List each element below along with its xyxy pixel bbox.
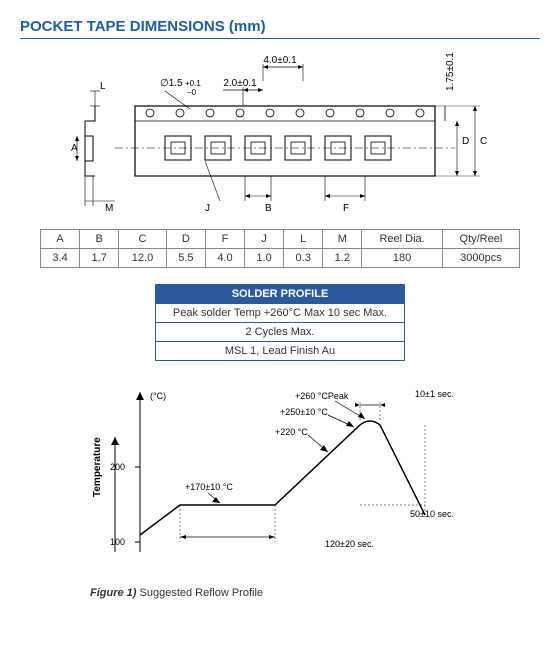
- y-unit: (°C): [150, 391, 166, 401]
- cell: 4.0: [205, 249, 244, 268]
- col-header: A: [41, 230, 80, 249]
- hole-dia-label: ∅1.5: [160, 78, 183, 89]
- reflow-chart: Temperature (°C) 100 200 +260 °CPeak +25…: [20, 377, 540, 577]
- label-L: L: [100, 81, 106, 92]
- t220-label: +220 °C: [275, 427, 308, 437]
- caption-text: Suggested Reflow Profile: [136, 587, 263, 599]
- solder-row: MSL 1, Lead Finish Au: [156, 342, 405, 361]
- col-header: M: [323, 230, 362, 249]
- cell: 180: [362, 249, 443, 268]
- side-profile: [85, 106, 95, 176]
- cell: 1.7: [80, 249, 119, 268]
- solder-header: SOLDER PROFILE: [156, 285, 405, 304]
- tape-diagram: 4.0±0.1 2.0±0.1 ∅1.5 +0.1 −0 1.75±0.1: [20, 51, 540, 221]
- y-tick: 100: [110, 537, 125, 547]
- col-header: J: [245, 230, 284, 249]
- cool-time-label: 50±10 sec.: [410, 509, 454, 519]
- t170-label: +170±10 °C: [185, 482, 233, 492]
- figure-caption: Figure 1) Suggested Reflow Profile: [90, 587, 540, 599]
- label-F: F: [343, 203, 349, 214]
- cell: 1.0: [245, 249, 284, 268]
- peak-label: +260 °CPeak: [295, 391, 349, 401]
- svg-text:−0: −0: [187, 88, 197, 97]
- label-B: B: [265, 203, 272, 214]
- cell: 3.4: [41, 249, 80, 268]
- col-header: D: [166, 230, 205, 249]
- peak-time-label: 10±1 sec.: [415, 389, 454, 399]
- pitch2-label: 2.0±0.1: [223, 78, 257, 89]
- col-header: Qty/Reel: [442, 230, 519, 249]
- solder-row: 2 Cycles Max.: [156, 323, 405, 342]
- col-header: L: [284, 230, 323, 249]
- reflow-profile-line: [140, 421, 425, 535]
- svg-text:+0.1: +0.1: [185, 79, 201, 88]
- col-header: Reel Dia.: [362, 230, 443, 249]
- soak-time-label: 120±20 sec.: [325, 539, 374, 549]
- table-header-row: A B C D F J L M Reel Dia. Qty/Reel: [41, 230, 520, 249]
- label-J: J: [205, 203, 210, 214]
- side-label: 1.75±0.1: [445, 52, 456, 91]
- table-data-row: 3.4 1.7 12.0 5.5 4.0 1.0 0.3 1.2 180 300…: [41, 249, 520, 268]
- cell: 5.5: [166, 249, 205, 268]
- cell: 12.0: [119, 249, 167, 268]
- cell: 3000pcs: [442, 249, 519, 268]
- solder-profile-table: SOLDER PROFILE Peak solder Temp +260°C M…: [155, 284, 405, 361]
- cell: 1.2: [323, 249, 362, 268]
- t250-label: +250±10 °C: [280, 407, 328, 417]
- y-axis-label: Temperature: [92, 437, 103, 497]
- col-header: C: [119, 230, 167, 249]
- label-D: D: [462, 136, 469, 147]
- section-title: POCKET TAPE DIMENSIONS (mm): [20, 18, 540, 39]
- cell: 0.3: [284, 249, 323, 268]
- col-header: F: [205, 230, 244, 249]
- label-M: M: [105, 203, 113, 214]
- y-tick: 200: [110, 462, 125, 472]
- solder-row: Peak solder Temp +260°C Max 10 sec Max.: [156, 304, 405, 323]
- caption-bold: Figure 1): [90, 587, 136, 599]
- label-C: C: [480, 136, 487, 147]
- sprocket-holes: [146, 109, 424, 117]
- dimensions-table: A B C D F J L M Reel Dia. Qty/Reel 3.4 1…: [40, 229, 520, 268]
- pitch-label: 4.0±0.1: [263, 55, 297, 66]
- col-header: B: [80, 230, 119, 249]
